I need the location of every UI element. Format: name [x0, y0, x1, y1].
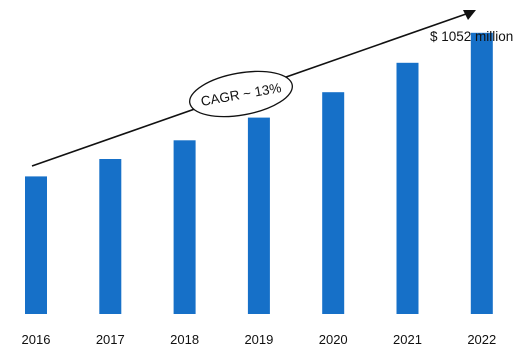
bar-2017: [99, 159, 122, 314]
final-value-label: $ 1052 million: [430, 29, 513, 44]
bar-2016: [25, 176, 47, 314]
bar-2020: [322, 92, 345, 314]
x-tick-label-2022: 2022: [467, 332, 496, 347]
bar-2022: [470, 32, 493, 315]
bar-2018: [173, 140, 196, 314]
x-axis-tick-labels: 2016 2017 2018 2019 2020 2021 2022: [22, 332, 497, 347]
x-tick-label-2017: 2017: [96, 332, 125, 347]
x-tick-label-2016: 2016: [22, 332, 51, 347]
x-tick-label-2021: 2021: [393, 332, 422, 347]
bar-2019: [247, 117, 270, 314]
bar-2021: [396, 62, 419, 314]
x-tick-label-2019: 2019: [244, 332, 273, 347]
growth-arrow-head: [463, 10, 476, 20]
cagr-callout: CAGR ~ 13%: [189, 70, 293, 118]
x-tick-label-2018: 2018: [170, 332, 199, 347]
cagr-ellipse: [189, 70, 293, 118]
bars-group: [25, 32, 493, 315]
x-tick-label-2020: 2020: [319, 332, 348, 347]
